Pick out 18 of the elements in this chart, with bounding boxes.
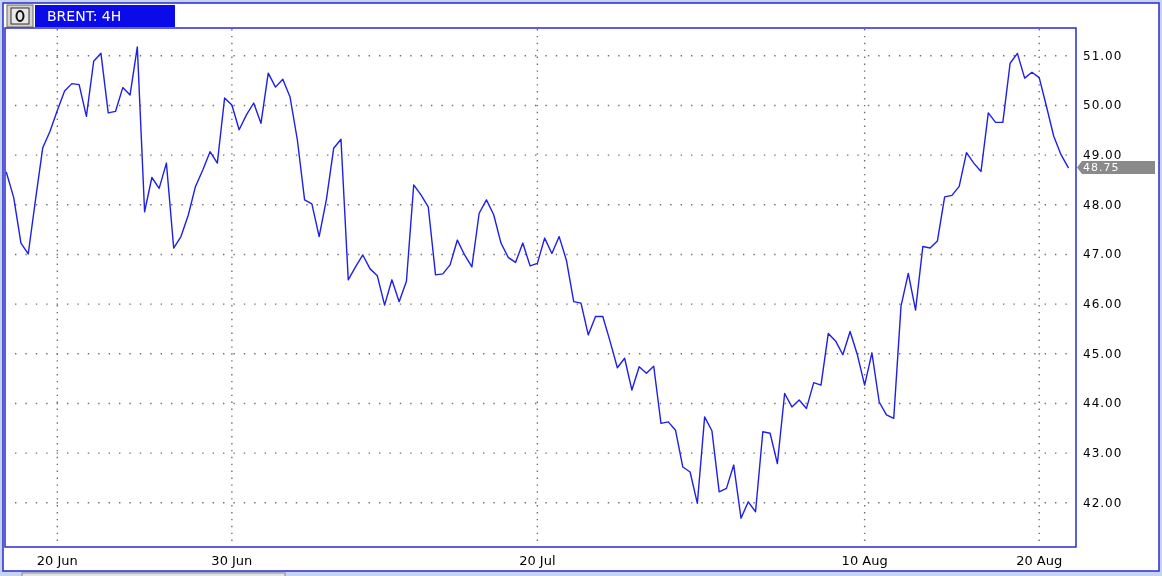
- y-tick-label: 48.00: [1083, 197, 1123, 212]
- chart-title: BRENT: 4H: [47, 8, 122, 24]
- y-tick-label: 46.00: [1083, 297, 1123, 312]
- line-series: [5, 46, 1069, 519]
- x-tick-label: 10 Aug: [841, 552, 888, 568]
- y-tick-label: 44.00: [1083, 396, 1123, 411]
- x-tick-label: 20 Aug: [1016, 552, 1063, 568]
- y-tick-label: 43.00: [1083, 446, 1123, 461]
- data-label: 48.75: [1083, 161, 1120, 175]
- x-tick-label: 20 Jul: [519, 552, 556, 568]
- y-tick-label: 51.00: [1083, 48, 1123, 63]
- y-tick-label: 47.00: [1083, 247, 1123, 262]
- y-tick-label: 45.00: [1083, 346, 1123, 361]
- y-tick-label: 42.00: [1083, 495, 1123, 510]
- y-tick-label: 49.00: [1083, 148, 1123, 163]
- x-tick-label: 30 Jun: [211, 552, 253, 568]
- x-tick-label: 20 Jun: [36, 552, 78, 568]
- y-tick-label: 50.00: [1083, 98, 1123, 113]
